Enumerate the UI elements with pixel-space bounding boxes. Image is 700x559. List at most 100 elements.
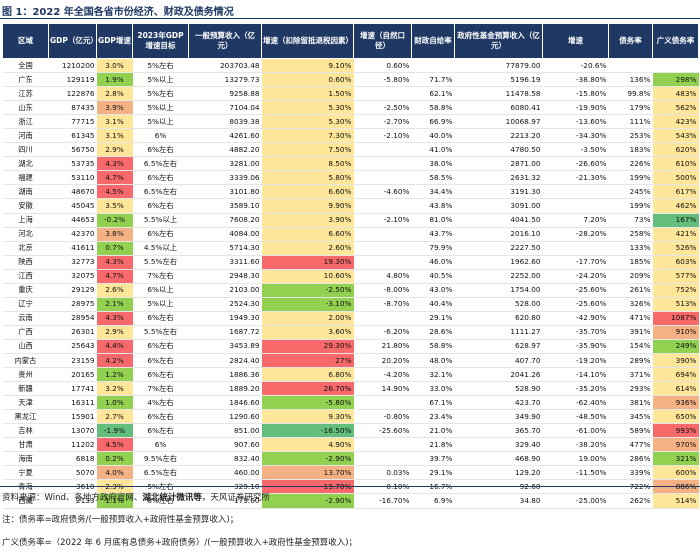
- budget-growth-adjusted-cell: 9.10%: [261, 58, 354, 74]
- budget-revenue-cell: 460.00: [188, 465, 262, 481]
- broad-debt-ratio-cell: 167%: [652, 213, 699, 228]
- gdp-cell: 6818: [48, 451, 97, 467]
- budget-growth-natural-cell: -2.10%: [353, 213, 412, 228]
- debt-ratio-cell: 477%: [608, 437, 653, 453]
- budget-growth-natural-cell: -2.10%: [353, 128, 412, 144]
- gdp-growth-cell: 4.3%: [96, 255, 133, 270]
- table-row: 四川 56750 2.9% 6%左右 4882.20 7.50% 41.0% 4780.50-…: [2, 142, 699, 158]
- gdp-cell: 25643: [48, 339, 97, 354]
- fund-growth-cell: -13.60%: [542, 114, 609, 130]
- budget-growth-adjusted-cell: 19.30%: [261, 255, 354, 270]
- budget-growth-natural-cell: 4.80%: [353, 269, 412, 284]
- gdp-growth-cell: 3.1%: [96, 114, 133, 130]
- gdp-cell: 28975: [48, 297, 97, 312]
- broad-debt-ratio-cell: 1087%: [652, 311, 699, 326]
- gdp-growth-cell: 2.6%: [96, 283, 133, 298]
- budget-revenue-cell: 1687.72: [188, 325, 262, 340]
- fund-revenue-cell: 407.70: [454, 353, 543, 369]
- debt-ratio-cell: 199%: [608, 170, 653, 186]
- gdp-growth-cell: 2.1%: [96, 297, 133, 312]
- table-row: 内蒙古 23159 4.2% 6%左右 2824.40 27% 20.20% 48.0% 407…: [2, 353, 699, 369]
- debt-ratio-cell: 262%: [608, 493, 653, 509]
- fund-revenue-cell: 4780.50: [454, 142, 543, 158]
- header-gdp: GDP（亿元）: [48, 23, 98, 59]
- region-cell: 四川: [2, 142, 49, 158]
- broad-debt-ratio-cell: 562%: [652, 100, 699, 116]
- fund-growth-cell: [542, 184, 609, 200]
- broad-debt-ratio-cell: 936%: [652, 395, 699, 411]
- budget-revenue-cell: 2524.30: [188, 297, 262, 312]
- fund-growth-cell: -15.80%: [542, 86, 609, 102]
- fund-growth-cell: -26.60%: [542, 156, 609, 172]
- gdp-cell: 87435: [48, 100, 97, 116]
- self-sufficiency-cell: 29.1%: [411, 311, 455, 326]
- fund-revenue-cell: 11478.58: [454, 86, 543, 102]
- fund-revenue-cell: 1754.00: [454, 283, 543, 298]
- gdp-growth-cell: 0.2%: [96, 451, 133, 467]
- region-cell: 全国: [2, 58, 49, 74]
- gdp-cell: 32075: [48, 269, 97, 284]
- fund-growth-cell: -25.60%: [542, 283, 609, 298]
- fund-growth-cell: -25.60%: [542, 297, 609, 312]
- region-cell: 山西: [2, 339, 49, 354]
- gdp-target-cell: 4.5%以上: [132, 241, 189, 256]
- budget-revenue-cell: 3281.00: [188, 156, 262, 172]
- budget-growth-adjusted-cell: 8.50%: [261, 156, 354, 172]
- region-cell: 广东: [2, 72, 49, 88]
- budget-revenue-cell: 1889.20: [188, 381, 262, 397]
- footnote-broad-debt-ratio: 广义债务率=（2022 年 6 月底有息债务+政府债务）/(一般预算收入+政府性…: [2, 538, 358, 548]
- broad-debt-ratio-cell: 600%: [652, 465, 699, 481]
- gdp-target-cell: 6.5%左右: [132, 156, 189, 172]
- debt-ratio-cell: 371%: [608, 367, 653, 383]
- fund-growth-cell: -35.90%: [542, 339, 609, 354]
- gdp-target-cell: 6%: [132, 437, 189, 453]
- debt-ratio-cell: 381%: [608, 395, 653, 411]
- broad-debt-ratio-cell: 423%: [652, 114, 699, 130]
- table-row: 陕西 32773 4.3% 5.5%左右 3311.60 19.30% 46.0% 1962.…: [2, 255, 699, 270]
- gdp-target-cell: 5%以上: [132, 72, 189, 88]
- table-row: 湖南 48670 4.5% 6.5%左右 3101.80 6.60% -4.60% 34.4%…: [2, 184, 699, 200]
- fund-growth-cell: -21.30%: [542, 170, 609, 186]
- debt-ratio-cell: 154%: [608, 339, 653, 354]
- fund-revenue-cell: 528.90: [454, 381, 543, 397]
- region-cell: 辽宁: [2, 297, 49, 312]
- region-cell: 北京: [2, 241, 49, 256]
- budget-revenue-cell: 9258.88: [188, 86, 262, 102]
- gdp-cell: 122876: [48, 86, 97, 102]
- fund-growth-cell: -42.90%: [542, 311, 609, 326]
- gdp-target-cell: 6%左右: [132, 142, 189, 158]
- table-row: 河南 61345 3.1% 6% 4261.60 7.30% -2.10% 40.0% 2213…: [2, 128, 699, 144]
- table-row: 黑龙江 15901 2.7% 6%左右 1290.60 9.30% -0.80% 23.4% 3…: [2, 409, 699, 425]
- fund-growth-cell: -38.20%: [542, 437, 609, 453]
- gdp-growth-cell: -1.9%: [96, 423, 133, 439]
- table-row: 甘肃 11202 4.5% 6% 907.60 4.90% 21.8% 329.40 -38.2…: [2, 437, 699, 453]
- fund-growth-cell: -19.90%: [542, 100, 609, 116]
- gdp-target-cell: 6%左右: [132, 170, 189, 186]
- budget-growth-adjusted-cell: 5.30%: [261, 114, 354, 130]
- debt-ratio-cell: 289%: [608, 353, 653, 369]
- gdp-target-cell: 6.5%左右: [132, 184, 189, 200]
- debt-ratio-cell: [608, 58, 653, 74]
- gdp-cell: 13070: [48, 423, 97, 439]
- budget-revenue-cell: 1290.60: [188, 409, 262, 425]
- header-debt-ratio: 债务率: [608, 23, 653, 59]
- gdp-growth-cell: 4.3%: [96, 311, 133, 326]
- broad-debt-ratio-cell: 577%: [652, 269, 699, 284]
- header-self-sufficiency: 财政自给率: [411, 23, 455, 59]
- broad-debt-ratio-cell: 650%: [652, 409, 699, 425]
- fund-revenue-cell: 2227.50: [454, 241, 543, 256]
- region-cell: 黑龙江: [2, 409, 49, 425]
- debt-ratio-cell: 258%: [608, 227, 653, 242]
- broad-debt-ratio-cell: 752%: [652, 283, 699, 298]
- budget-growth-natural-cell: [353, 241, 412, 256]
- self-sufficiency-cell: 71.7%: [411, 72, 455, 88]
- header-broad-debt-ratio: 广义债务率: [652, 23, 699, 59]
- budget-growth-natural-cell: [353, 86, 412, 102]
- gdp-target-cell: 7%左右: [132, 269, 189, 284]
- gdp-growth-cell: -0.2%: [96, 213, 133, 228]
- fund-revenue-cell: 34.80: [454, 493, 543, 509]
- budget-revenue-cell: 3589.10: [188, 198, 262, 214]
- region-cell: 湖北: [2, 156, 49, 172]
- gdp-cell: 2133: [48, 493, 97, 509]
- budget-revenue-cell: 7608.20: [188, 213, 262, 228]
